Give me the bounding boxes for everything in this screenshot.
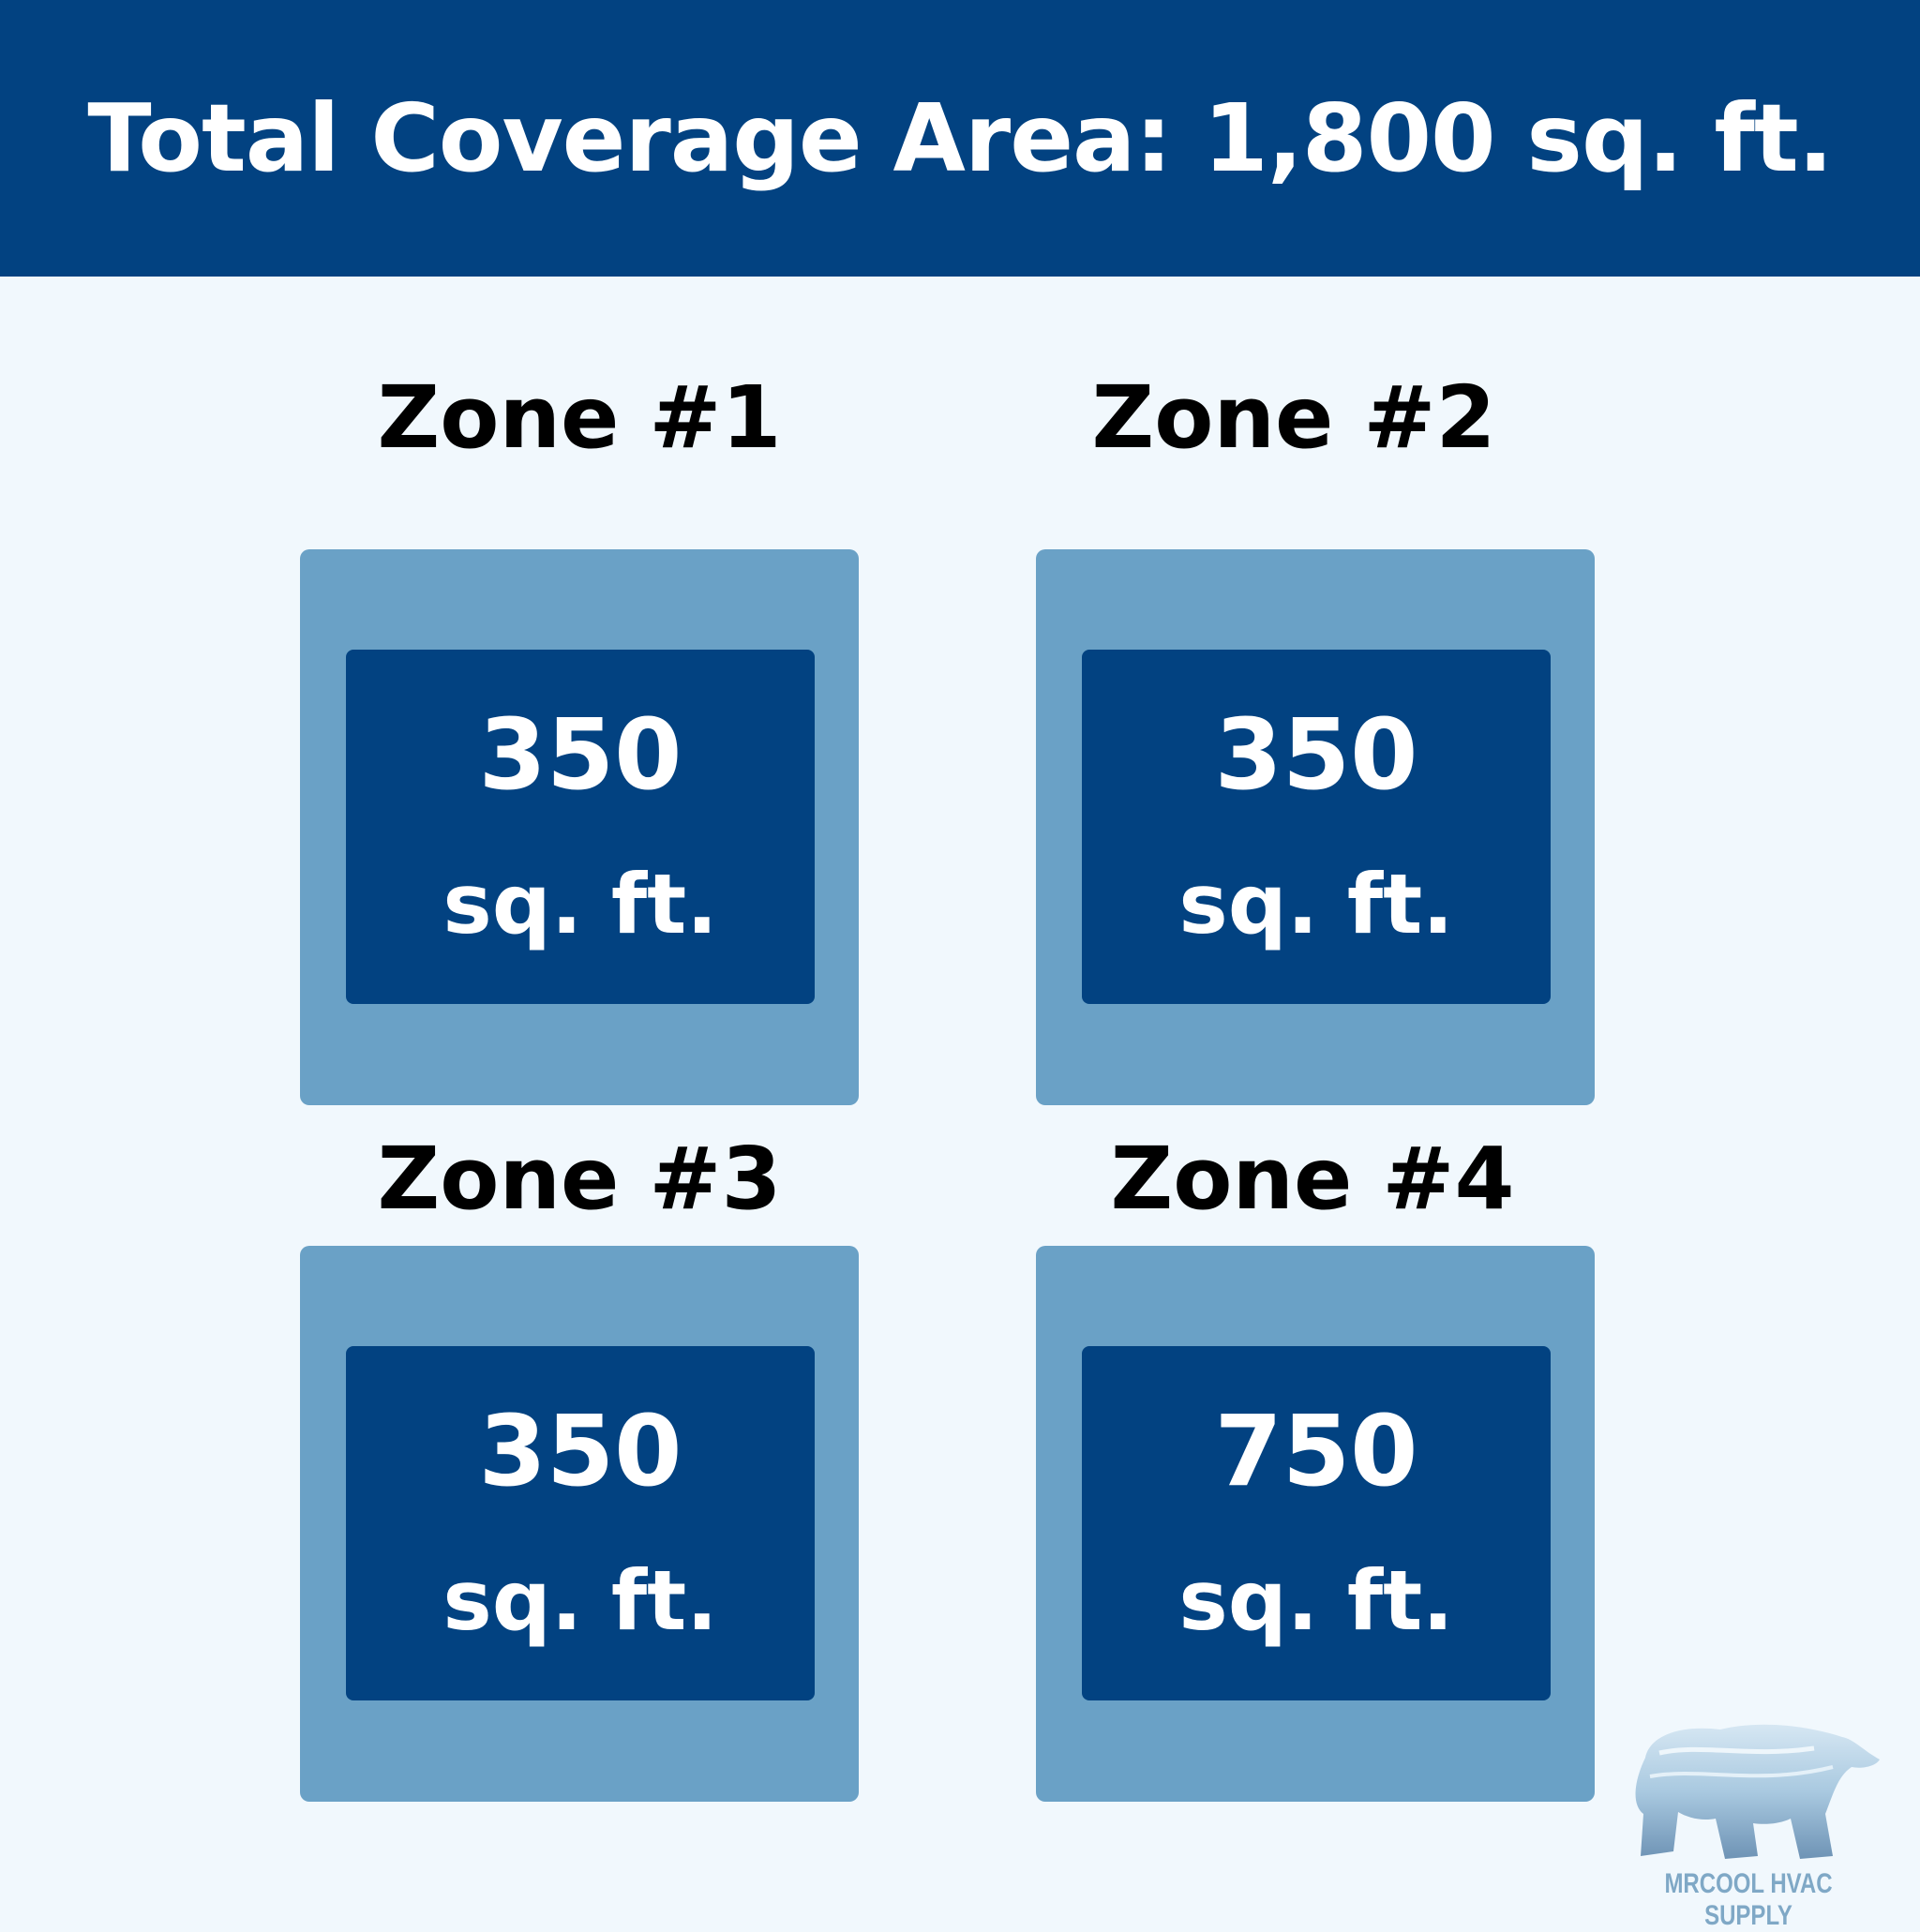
zone-2-value: 350 (1214, 697, 1418, 812)
zone-4-card: 750 sq. ft. (1036, 1246, 1595, 1802)
zone-4-value: 750 (1214, 1394, 1418, 1508)
header-banner: Total Coverage Area: 1,800 sq. ft. (0, 0, 1920, 277)
zone-1-area-box: 350 sq. ft. (346, 650, 815, 1004)
logo-text: MRCOOL HVAC SUPPLY (1664, 1868, 1833, 1931)
zone-3-unit: sq. ft. (442, 1552, 718, 1649)
zone-1-unit: sq. ft. (442, 856, 718, 952)
zone-2-area-box: 350 sq. ft. (1082, 650, 1551, 1004)
zone-4-area-box: 750 sq. ft. (1082, 1346, 1551, 1700)
polar-bear-icon (1635, 1724, 1880, 1859)
zone-2-card: 350 sq. ft. (1036, 549, 1595, 1105)
zone-4-unit: sq. ft. (1178, 1552, 1454, 1649)
zone-2-label: Zone #2 (1091, 367, 1496, 468)
zone-3-value: 350 (478, 1394, 682, 1508)
zone-3-label: Zone #3 (377, 1129, 782, 1229)
zone-1-value: 350 (478, 697, 682, 812)
zone-1-label: Zone #1 (377, 367, 782, 468)
page-title: Total Coverage Area: 1,800 sq. ft. (87, 83, 1833, 193)
zone-1-card: 350 sq. ft. (300, 549, 859, 1105)
brand-logo: MRCOOL HVAC SUPPLY (1608, 1701, 1889, 1931)
zone-3-area-box: 350 sq. ft. (346, 1346, 815, 1700)
zone-2-unit: sq. ft. (1178, 856, 1454, 952)
zone-3-card: 350 sq. ft. (300, 1246, 859, 1802)
zone-4-label: Zone #4 (1110, 1129, 1515, 1229)
